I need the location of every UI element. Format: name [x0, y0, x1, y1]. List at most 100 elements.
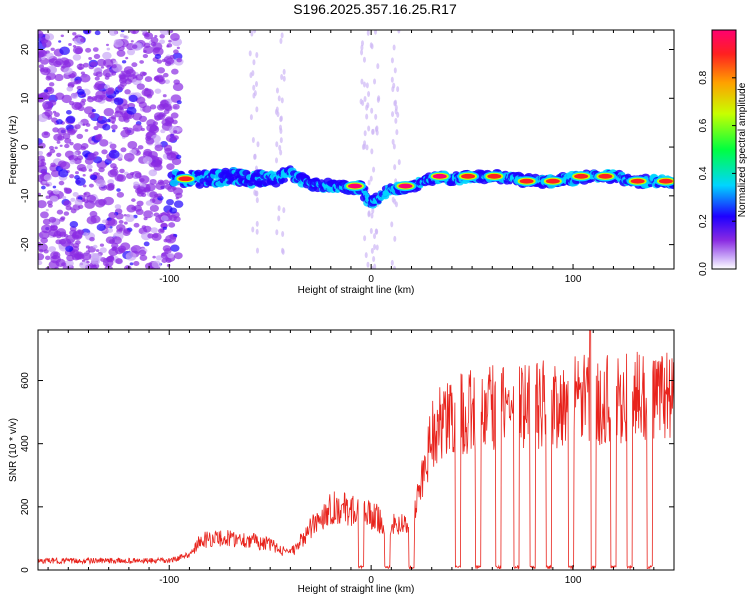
- noise-speckle: [54, 266, 60, 269]
- noise-streak: [391, 138, 395, 145]
- noise-speckle: [127, 141, 138, 149]
- noise-speckle: [63, 211, 70, 216]
- noise-streak: [394, 201, 398, 208]
- noise-speckle: [85, 123, 91, 127]
- noise-speckle: [123, 221, 128, 225]
- noise-streak: [366, 30, 370, 36]
- noise-speckle: [138, 101, 147, 109]
- noise-streak: [366, 261, 370, 268]
- noise-speckle: [164, 79, 171, 84]
- noise-speckle: [170, 112, 179, 119]
- noise-speckle: [97, 117, 103, 121]
- noise-speckle: [153, 212, 160, 217]
- noise-speckle: [109, 30, 118, 36]
- noise-speckle: [152, 255, 156, 259]
- noise-streak: [275, 141, 279, 148]
- noise-speckle: [62, 196, 67, 200]
- noise-speckle: [93, 83, 103, 91]
- spectrogram-y-axis: -20 -10 0 10 20: [20, 44, 674, 252]
- noise-speckle: [86, 194, 97, 203]
- noise-speckle: [172, 103, 180, 110]
- noise-speckle: [168, 222, 176, 228]
- noise-speckle: [133, 222, 140, 228]
- noise-speckle: [72, 46, 84, 55]
- noise-speckle: [84, 128, 89, 132]
- noise-speckle: [101, 149, 108, 155]
- spectrogram-peaks: [174, 171, 674, 192]
- noise-speckle: [108, 149, 120, 159]
- noise-speckle: [41, 185, 46, 190]
- peak-core: [519, 178, 534, 184]
- noise-speckle: [143, 32, 154, 40]
- spectrogram-frame: [37, 29, 675, 270]
- noise-speckle: [50, 162, 56, 168]
- noise-speckle: [126, 204, 137, 213]
- noise-speckle: [93, 125, 99, 131]
- noise-speckle: [58, 180, 65, 186]
- noise-streak: [253, 189, 257, 196]
- noise-streak: [373, 78, 377, 85]
- noise-streak: [278, 144, 282, 151]
- noise-speckle: [124, 265, 132, 269]
- noise-speckle: [171, 68, 179, 75]
- noise-speckle: [139, 254, 148, 261]
- band-blob: [246, 171, 251, 175]
- colorbar-label: Normalized spectral amplitude: [737, 82, 748, 217]
- noise-speckle: [109, 143, 117, 150]
- noise-speckle: [150, 227, 158, 234]
- noise-speckle: [38, 243, 48, 252]
- noise-streak: [365, 82, 369, 89]
- noise-speckle: [169, 207, 178, 214]
- noise-speckle: [96, 223, 106, 232]
- noise-streak: [251, 226, 255, 233]
- noise-speckle: [92, 47, 99, 52]
- noise-streak: [390, 221, 394, 228]
- noise-speckle: [107, 87, 115, 94]
- noise-speckle: [120, 30, 125, 33]
- noise-speckle: [123, 66, 134, 75]
- noise-streak: [372, 256, 376, 263]
- noise-speckle: [57, 135, 65, 141]
- noise-streak: [279, 115, 283, 122]
- noise-speckle: [143, 241, 150, 247]
- noise-speckle: [125, 251, 137, 261]
- noise-streak: [374, 113, 378, 120]
- colorbar-frame: [711, 29, 737, 270]
- noise-streak: [370, 148, 374, 155]
- noise-speckle: [123, 152, 135, 162]
- noise-speckle: [126, 173, 134, 180]
- noise-streak: [256, 141, 260, 148]
- noise-speckle: [52, 127, 59, 133]
- snr-panel: -100 0 100 0 200 400 600 Height of straight l…: [8, 329, 675, 595]
- noise-speckle: [76, 133, 84, 140]
- peak-core: [658, 178, 673, 184]
- noise-streak: [369, 175, 373, 182]
- band-blob: [419, 184, 424, 188]
- noise-speckle: [164, 147, 173, 155]
- noise-speckle: [166, 163, 175, 170]
- noise-speckle: [88, 168, 93, 172]
- noise-streak: [391, 86, 395, 93]
- noise-speckle: [129, 262, 134, 266]
- noise-speckle: [105, 263, 110, 267]
- noise-speckle: [47, 203, 53, 208]
- noise-speckle: [131, 44, 138, 49]
- noise-speckle: [171, 119, 178, 125]
- noise-streak: [362, 143, 366, 150]
- noise-speckle: [150, 36, 159, 44]
- noise-streak: [279, 149, 283, 156]
- noise-speckle: [81, 142, 89, 150]
- noise-speckle: [121, 60, 127, 64]
- noise-speckle: [72, 32, 77, 36]
- noise-speckle: [139, 178, 145, 183]
- noise-speckle: [154, 53, 162, 60]
- noise-speckle: [94, 30, 101, 36]
- y-tick-label: -20: [20, 237, 31, 252]
- noise-speckle: [132, 123, 143, 132]
- noise-speckle: [143, 42, 151, 49]
- noise-speckle: [49, 195, 59, 203]
- noise-speckle: [145, 200, 153, 206]
- noise-speckle: [53, 60, 62, 68]
- noise-speckle: [154, 144, 164, 152]
- noise-streak: [254, 81, 258, 88]
